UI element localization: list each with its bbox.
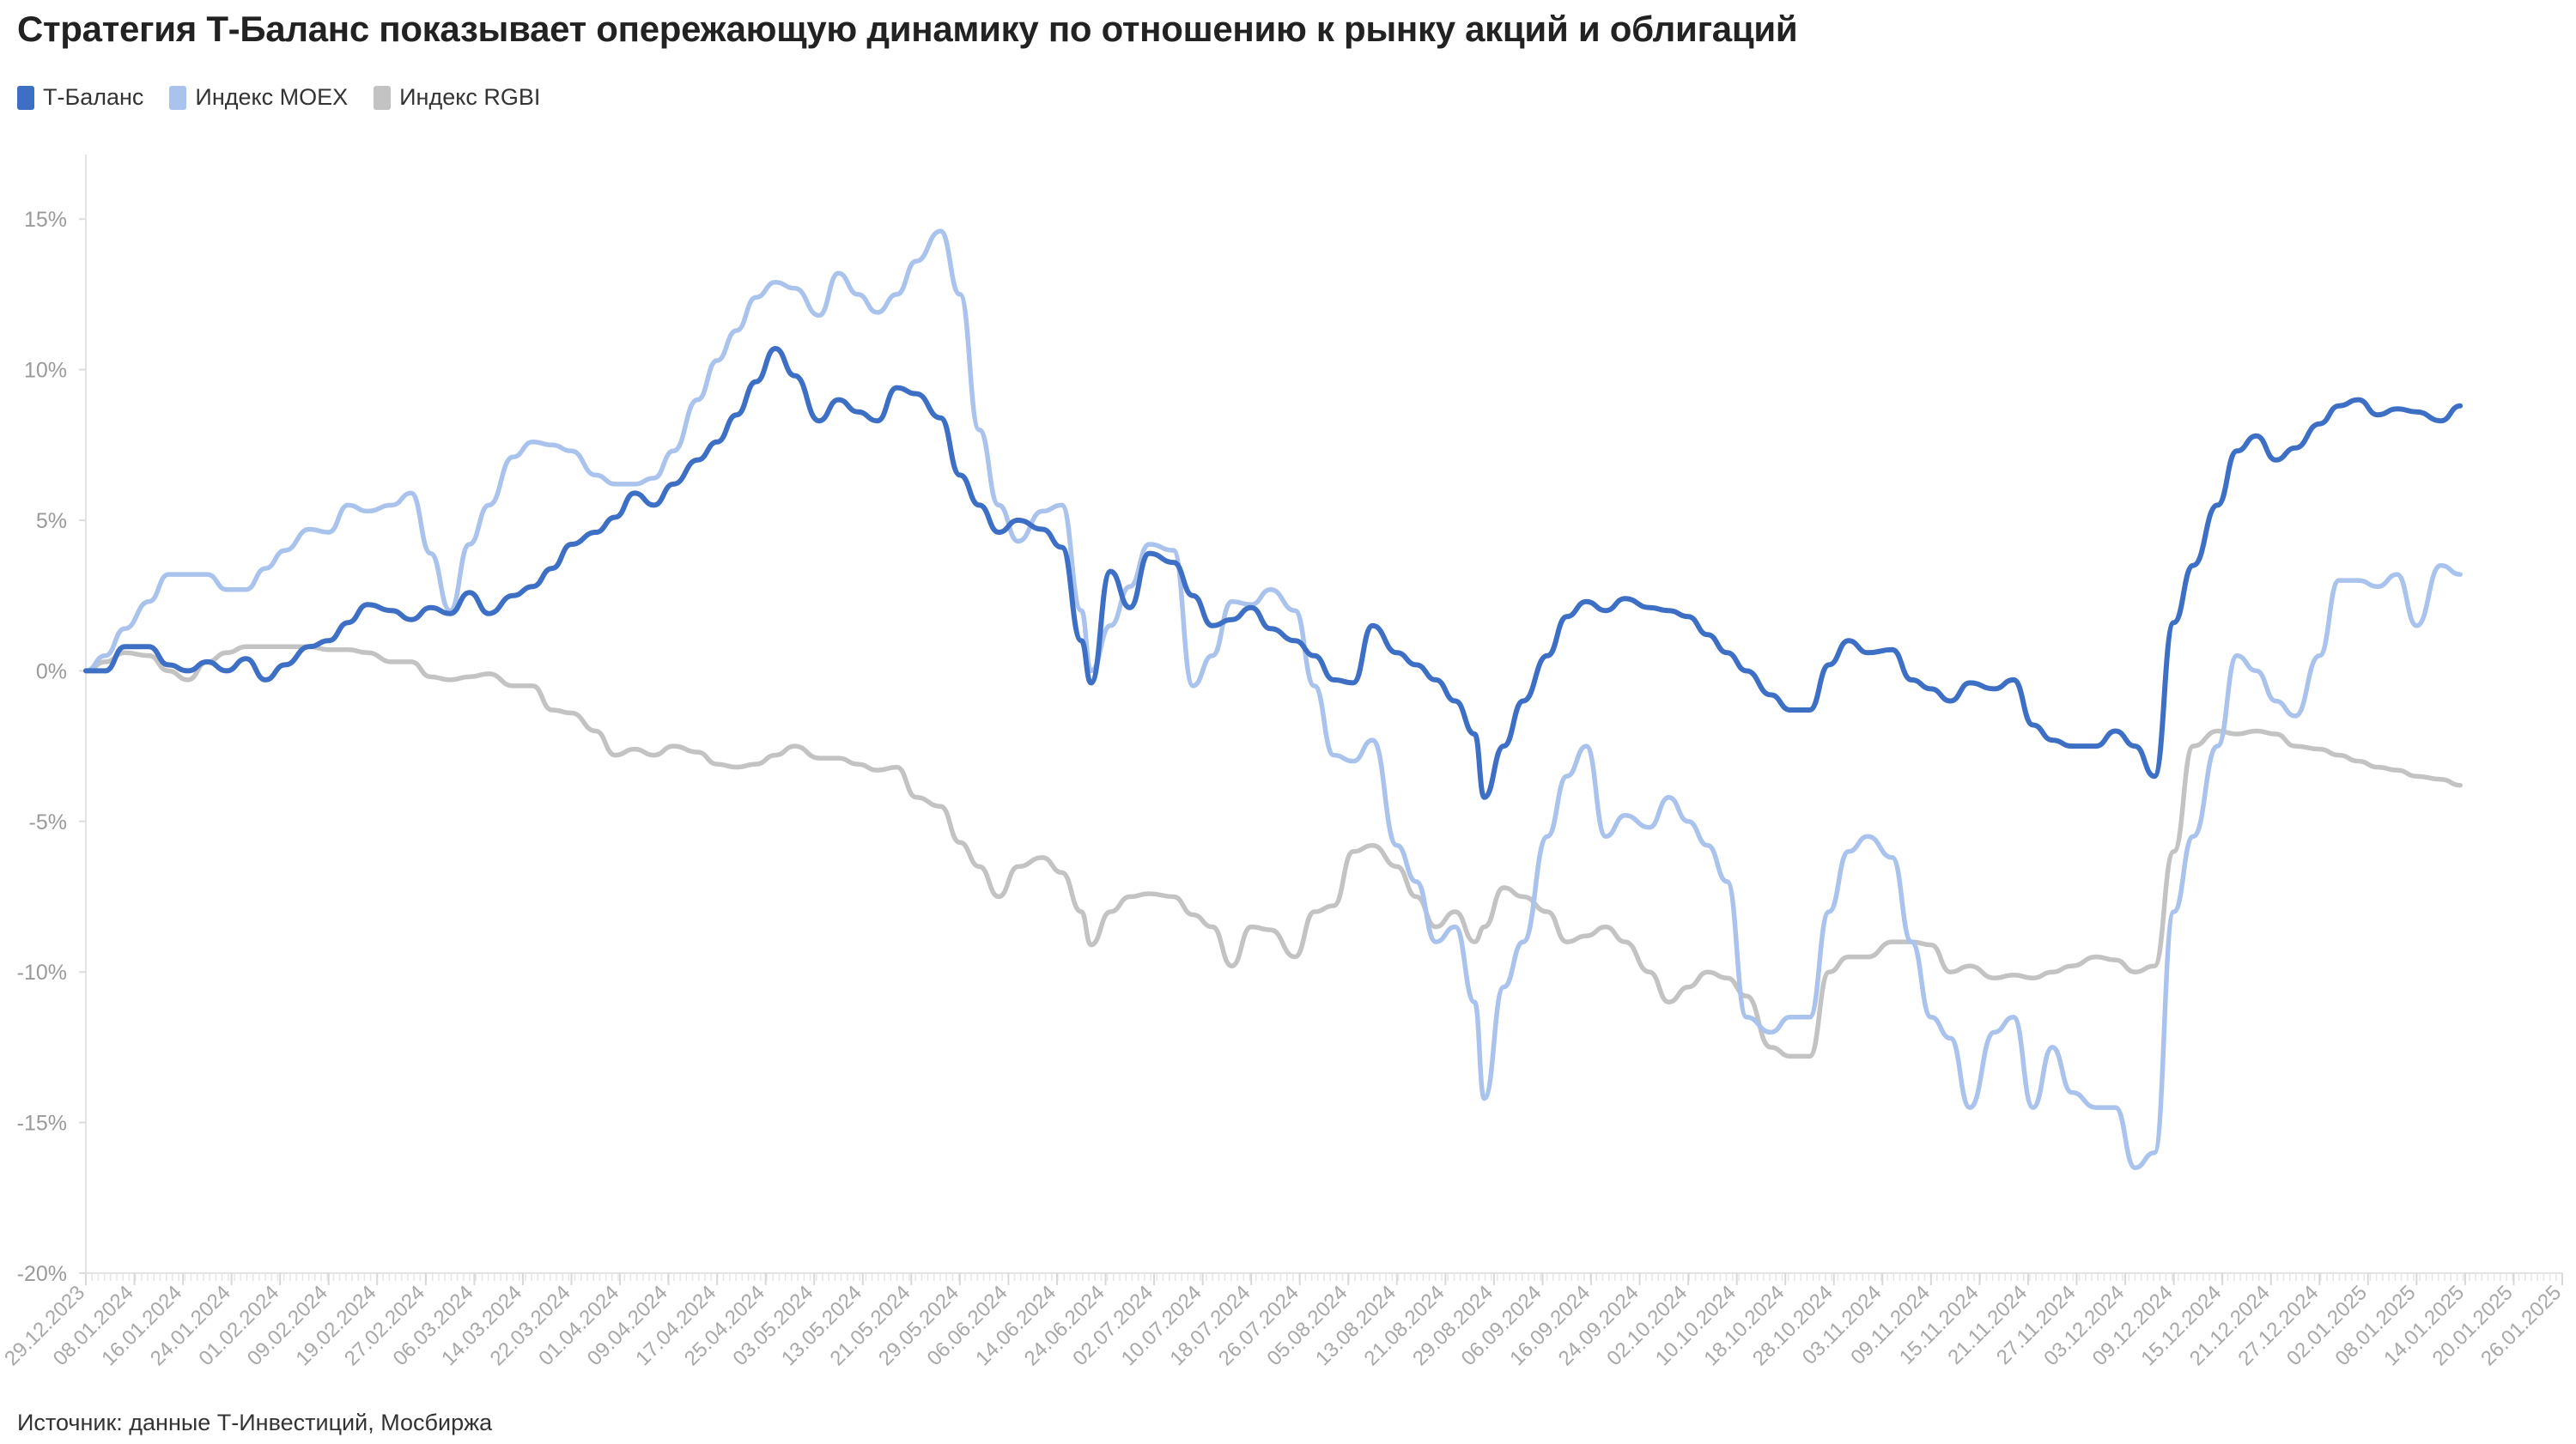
legend-swatch [169,85,187,110]
series-line-moex [83,228,2463,1170]
legend-item: Т-Баланс [17,84,143,111]
y-tick-label: -20% [17,1262,67,1286]
y-tick-label: -5% [29,810,67,834]
legend-swatch [17,85,34,110]
y-tick-label: 5% [36,509,67,533]
y-tick-label: -15% [17,1112,67,1136]
source-note: Источник: данные Т-Инвестиций, Мосбиржа [17,1410,493,1435]
legend-item: Индекс MOEX [169,84,348,111]
legend-label: Индекс MOEX [195,84,349,110]
legend-item: Индекс RGBI [374,84,540,111]
series-line-rgbi [83,644,2463,1059]
series-line-t-balance [83,346,2464,800]
y-tick-label: 15% [24,208,67,232]
legend-label: Т-Баланс [43,84,144,110]
chart-series [83,228,2464,1170]
legend-label: Индекс RGBI [399,84,541,110]
chart-legend: Т-Баланс Индекс MOEX Индекс RGBI [17,84,540,111]
y-tick-label: -10% [17,961,67,985]
y-tick-label: 10% [24,359,67,383]
legend-swatch [374,85,392,110]
y-tick-label: 0% [36,659,67,683]
line-chart: -20%-15%-10%-5%0%5%10%15%29.12.202308.01… [0,155,2566,1370]
chart-axes: -20%-15%-10%-5%0%5%10%15%29.12.202308.01… [0,155,2566,1370]
chart-title: Стратегия Т-Баланс показывает опережающу… [17,9,1798,49]
